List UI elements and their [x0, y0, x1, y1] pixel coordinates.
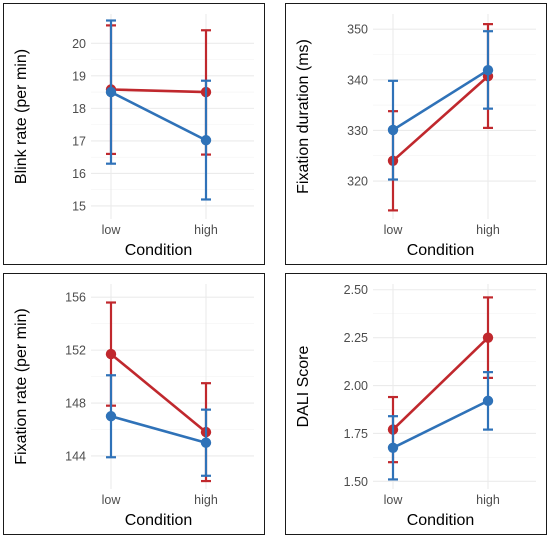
x-axis-title: Condition — [125, 242, 193, 259]
series-blue — [387, 371, 494, 481]
y-tick-label: 19 — [72, 69, 86, 83]
grid-lines — [91, 14, 254, 219]
x-tick-label-high: high — [476, 223, 500, 237]
y-tick-label: 15 — [72, 199, 86, 213]
y-tick-label: 1.50 — [344, 475, 368, 489]
x-tick-label-low: low — [384, 223, 404, 237]
x-tick-label-high: high — [194, 493, 218, 507]
data-point-high — [482, 332, 494, 343]
data-point-low — [387, 442, 399, 454]
y-tick-label: 330 — [347, 124, 368, 138]
series-line — [110, 88, 207, 94]
series-blue — [105, 19, 212, 201]
y-tick-label: 2.50 — [344, 283, 368, 297]
x-axis-title: Condition — [407, 512, 475, 529]
y-tick-label: 320 — [347, 175, 368, 189]
series-line — [110, 90, 207, 142]
x-tick-label-low: low — [384, 493, 404, 507]
data-point-low — [387, 124, 399, 136]
y-tick-label: 2.25 — [344, 331, 368, 345]
data-point-low — [105, 411, 117, 422]
y-tick-label: 144 — [65, 449, 86, 463]
y-tick-label: 18 — [72, 102, 86, 116]
y-tick-label: 2.00 — [344, 379, 368, 393]
series-line — [392, 399, 489, 449]
x-tick-label-low: low — [102, 493, 122, 507]
y-axis-title: Fixation duration (ms) — [295, 39, 312, 194]
grid-lines — [373, 284, 536, 489]
chart-panel-fixation-rate: 144 148 152 156 low high Condition Fixation rat… — [3, 273, 265, 535]
y-axis-title: DALI Score — [295, 345, 312, 427]
data-point-high — [482, 64, 494, 76]
y-tick-label: 1.75 — [344, 427, 368, 441]
series-line — [110, 415, 207, 444]
y-axis-title: Blink rate (per min) — [13, 49, 30, 184]
series-blue — [105, 374, 212, 477]
series-line — [392, 69, 489, 132]
series-blue — [387, 30, 494, 181]
chart-panel-blink-rate: 15 16 17 18 19 20 low high Condition Blink rate (… — [3, 3, 265, 265]
chart-panel-dali-score: 1.50 1.75 2.00 2.25 2.50 low high Condition DALI… — [285, 273, 547, 535]
data-point-high — [200, 135, 212, 146]
y-tick-label: 20 — [72, 37, 86, 51]
x-axis-title: Condition — [407, 242, 475, 259]
x-tick-label-low: low — [102, 223, 122, 237]
series-line — [392, 336, 489, 431]
y-tick-label: 350 — [347, 23, 368, 37]
x-tick-label-high: high — [476, 493, 500, 507]
y-tick-label: 16 — [72, 167, 86, 181]
chart-panel-fixation-duration: 320 330 340 350 low high Condition Fixation dur… — [285, 3, 547, 265]
data-point-low — [105, 86, 117, 98]
x-tick-label-high: high — [194, 223, 218, 237]
x-axis-title: Condition — [125, 512, 193, 529]
y-tick-label: 148 — [65, 397, 86, 411]
series-red — [387, 296, 494, 464]
series-red — [105, 301, 212, 483]
series-line — [392, 75, 489, 162]
grid-lines — [373, 14, 536, 219]
y-tick-label: 156 — [65, 291, 86, 305]
data-point-high — [482, 395, 494, 407]
series-line — [110, 353, 207, 434]
data-point-high — [200, 437, 212, 448]
series-red — [387, 23, 494, 212]
y-tick-label: 17 — [72, 134, 86, 148]
y-tick-label: 152 — [65, 344, 86, 358]
y-axis-title: Fixation rate (per min) — [13, 308, 30, 465]
data-point-low — [105, 348, 117, 360]
y-tick-label: 340 — [347, 73, 368, 87]
